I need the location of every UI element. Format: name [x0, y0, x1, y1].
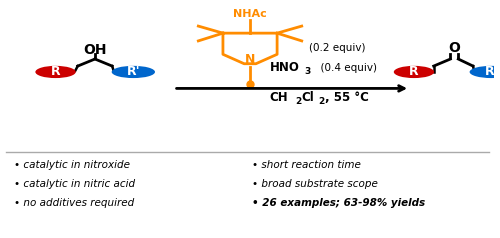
Ellipse shape [36, 66, 76, 78]
Text: Cl: Cl [302, 91, 314, 104]
Text: • short reaction time: • short reaction time [252, 160, 362, 170]
Text: R': R' [126, 65, 140, 79]
Text: 2: 2 [296, 97, 302, 106]
Text: R: R [409, 65, 419, 79]
Text: R: R [50, 65, 60, 79]
Text: • no additives required: • no additives required [14, 198, 134, 208]
Text: N: N [245, 53, 255, 65]
Ellipse shape [112, 66, 155, 78]
Text: R': R' [484, 65, 498, 79]
Text: • catalytic in nitric acid: • catalytic in nitric acid [14, 179, 135, 189]
Text: HNO: HNO [270, 61, 300, 74]
Ellipse shape [394, 66, 434, 78]
Text: NHAc: NHAc [233, 9, 267, 19]
Text: CH: CH [270, 91, 288, 104]
Text: 2: 2 [318, 97, 324, 106]
Text: • broad substrate scope: • broad substrate scope [252, 179, 378, 189]
Ellipse shape [470, 66, 500, 78]
Text: , 55 °C: , 55 °C [325, 91, 368, 104]
Text: OH: OH [83, 43, 106, 57]
Text: • catalytic in nitroxide: • catalytic in nitroxide [14, 160, 130, 170]
Text: (0.2 equiv): (0.2 equiv) [309, 43, 366, 54]
Text: 3: 3 [304, 67, 310, 76]
Text: • 26 examples; 63-98% yields: • 26 examples; 63-98% yields [252, 198, 426, 208]
Text: (0.4 equiv): (0.4 equiv) [314, 63, 377, 73]
Text: O: O [448, 41, 460, 55]
